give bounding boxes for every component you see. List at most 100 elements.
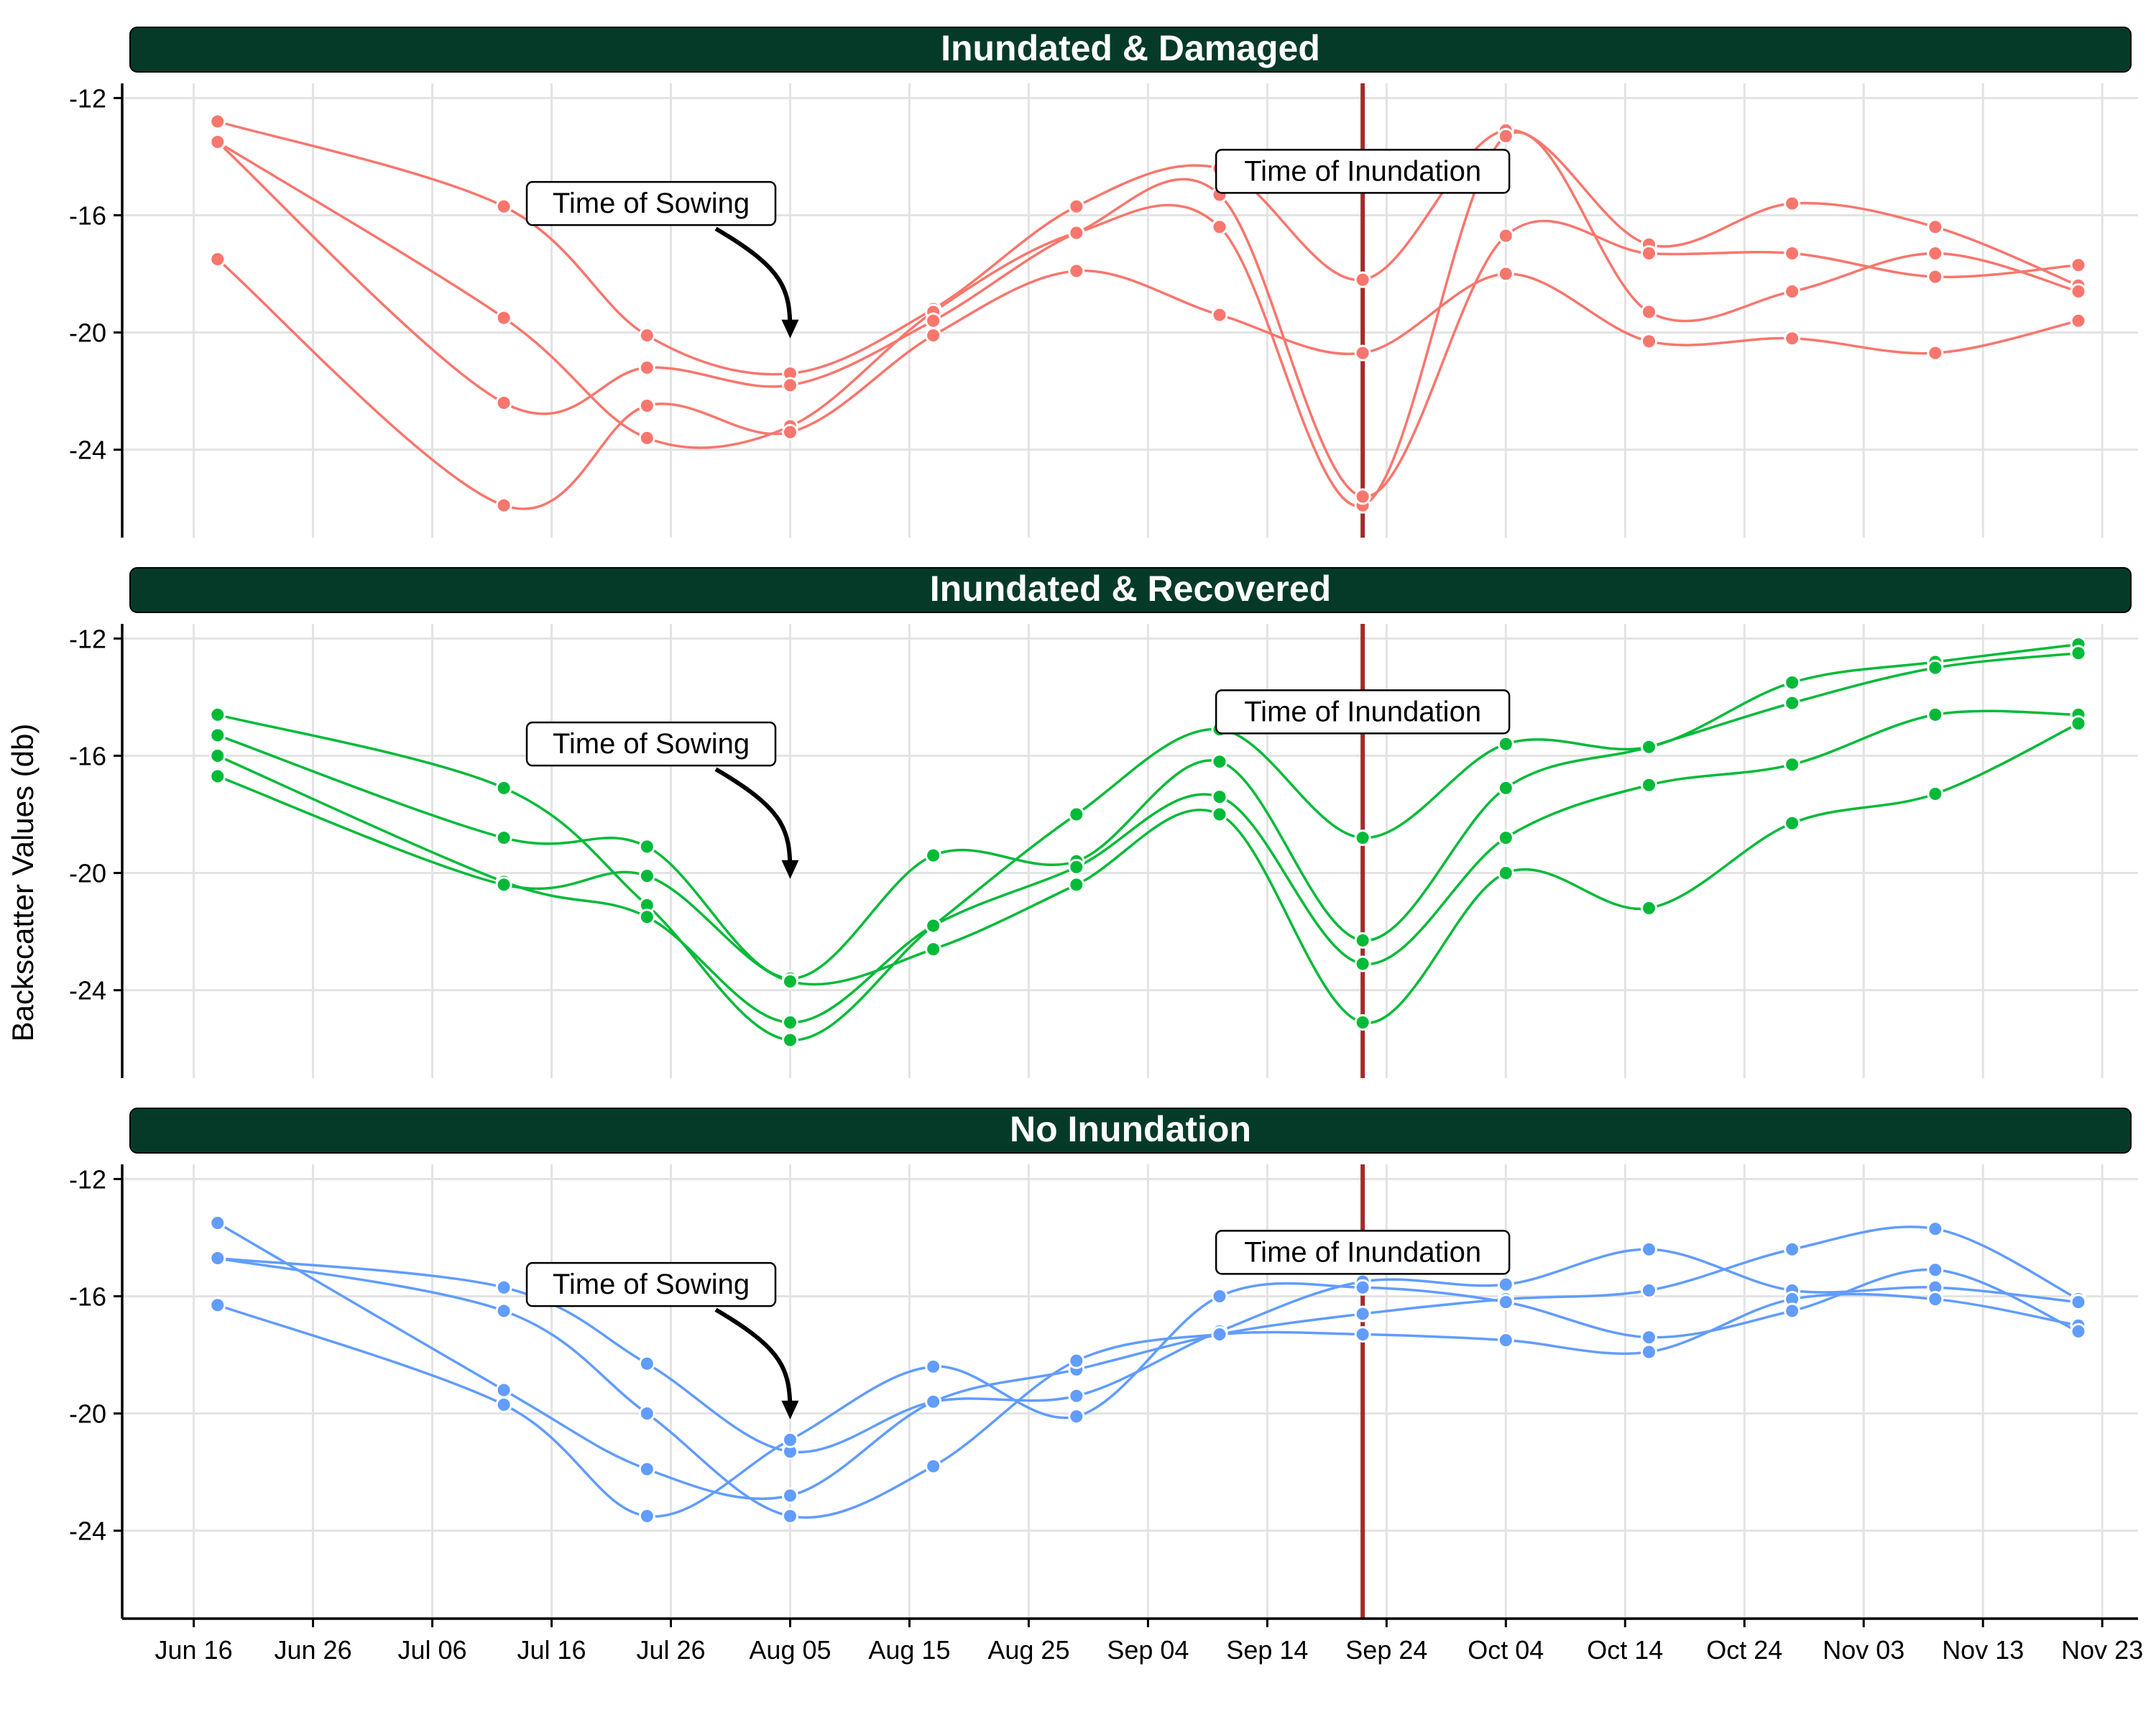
data-point [1068,876,1085,893]
sowing-arrow [714,767,793,872]
data-point [1927,218,1944,236]
data-point [1497,779,1514,796]
data-point [1068,1408,1085,1425]
data-point [1354,1325,1371,1343]
data-point [925,941,942,958]
data-point [1784,1302,1801,1320]
data-point [1784,282,1801,300]
data-point [638,327,655,344]
data-point [2070,645,2087,662]
x-tick-label: Jul 16 [517,1635,586,1665]
y-axis-label: Backscatter Values (db) [6,724,40,1042]
data-point [1354,955,1371,972]
data-point [638,397,655,415]
data-point [209,1215,226,1232]
data-point [638,1507,655,1524]
data-point [495,779,512,796]
sowing-label-box [525,721,777,767]
data-point [638,429,655,446]
data-point [638,868,655,885]
data-point [1211,218,1228,236]
data-point [209,251,226,268]
data-point [638,359,655,377]
data-point [1927,1261,1944,1279]
y-tick-label: -20 [69,318,106,348]
data-point [781,423,798,441]
inundation-label-box [1215,149,1511,194]
sowing-arrowhead [781,319,799,339]
x-tick-label: Oct 04 [1468,1635,1544,1665]
data-point [495,198,512,215]
data-point [2070,282,2087,300]
data-point [638,838,655,855]
data-point [209,747,226,764]
data-point [1354,1014,1371,1031]
data-point [1354,1279,1371,1296]
data-point [1068,806,1085,823]
sowing-label: Time of Sowing [553,728,750,760]
x-tick-label: Nov 23 [2061,1635,2143,1665]
data-point [1927,244,1944,262]
x-tick-label: Jun 16 [155,1635,233,1665]
x-tick-label: Nov 03 [1823,1635,1904,1665]
data-point [495,1396,512,1413]
inundation-label: Time of Inundation [1244,155,1481,187]
series-line [217,643,2079,1041]
data-point [1927,1291,1944,1308]
data-point [1784,756,1801,773]
y-tick-label: -16 [69,1282,106,1311]
series-line [216,258,2079,510]
data-point [1211,1325,1228,1343]
x-tick-label: Aug 05 [749,1635,831,1665]
data-point [638,1460,655,1478]
data-point [1640,333,1657,350]
x-tick-label: Jun 26 [275,1635,352,1665]
data-point [495,1302,512,1320]
data-point [2070,1294,2087,1311]
data-point [781,1014,798,1031]
data-point [781,377,798,394]
data-point [1211,753,1228,770]
data-point [1640,776,1657,794]
data-point [495,876,512,893]
sowing-arrow [714,1307,793,1412]
x-tick-label: Aug 25 [987,1635,1069,1665]
series-line [217,1268,2079,1518]
data-point [925,1393,942,1410]
data-point [1784,814,1801,832]
data-point [1927,785,1944,802]
data-point [495,1279,512,1296]
data-point [1211,806,1228,823]
y-tick-label: -16 [69,741,106,770]
series-line [217,652,2079,980]
data-point [1640,1343,1657,1361]
sowing-arrow [714,226,793,331]
data-point [1497,735,1514,753]
data-point [1354,488,1371,505]
data-point [1211,306,1228,323]
data-point [1927,659,1944,676]
sowing-label: Time of Sowing [553,1269,750,1300]
data-point [1640,303,1657,321]
data-point [1927,344,1944,362]
data-point [925,847,942,864]
sowing-label-box [525,1261,777,1307]
y-tick-label: -16 [69,201,106,230]
data-point [2070,715,2087,732]
data-point [925,917,942,934]
data-point [495,1381,512,1399]
data-point [1068,224,1085,242]
x-tick-label: Jul 26 [636,1635,705,1665]
data-point [209,134,226,151]
data-point [781,1487,798,1504]
data-point [1640,738,1657,755]
data-point [638,908,655,926]
data-point [1927,1220,1944,1238]
data-point [1927,706,1944,723]
data-point [1784,694,1801,712]
x-tick-label: Sep 04 [1107,1635,1189,1665]
data-point [1354,829,1371,847]
chart-panels: Inundated & Damaged -12 -16 -20 -24 Time of S… [69,27,2138,1619]
data-point [2070,257,2087,274]
inundation-label: Time of Inundation [1244,696,1481,727]
